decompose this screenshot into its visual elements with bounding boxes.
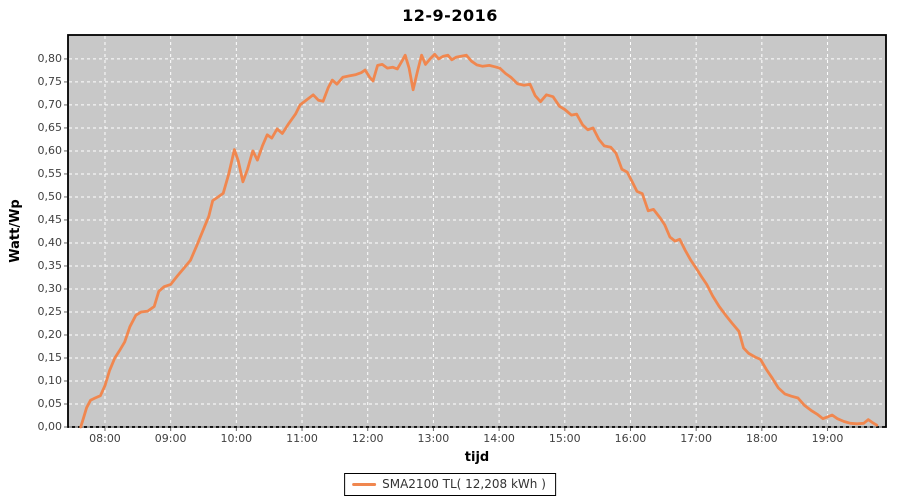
y-tick-label: 0,05 [37, 396, 63, 410]
x-tick-label: 09:00 [154, 432, 187, 445]
chart-title: 12-9-2016 [402, 6, 498, 25]
x-tick-label: 18:00 [745, 432, 778, 445]
y-tick-label: 0,50 [37, 189, 63, 203]
x-tick-label: 19:00 [811, 432, 844, 445]
y-tick-label: 0,25 [37, 304, 63, 318]
x-tick-label: 12:00 [351, 432, 384, 445]
x-tick-label: 13:00 [417, 432, 450, 445]
x-tick-label: 17:00 [680, 432, 712, 445]
y-tick-label: 0,60 [37, 143, 63, 157]
y-tick-label: 0,30 [37, 281, 63, 295]
y-tick-label: 0,20 [37, 327, 63, 341]
y-tick-label: 0,65 [37, 120, 63, 134]
x-tick-label: 08:00 [89, 432, 121, 445]
y-axis-label: Watt/Wp [8, 199, 23, 263]
y-tick-label: 0,55 [37, 166, 63, 180]
x-tick-label: 16:00 [614, 432, 647, 445]
y-tick-label: 0,00 [37, 420, 63, 433]
y-tick-label: 0,15 [37, 350, 63, 364]
y-tick-label: 0,10 [37, 373, 63, 387]
y-tick-label: 0,80 [37, 51, 63, 65]
legend-series-label: SMA2100 TL( 12,208 kWh ) [382, 477, 546, 491]
legend-line-swatch-icon [352, 482, 377, 486]
x-axis-label: tijd [464, 450, 490, 465]
y-tick-label: 0,70 [37, 97, 63, 111]
legend: SMA2100 TL( 12,208 kWh ) [344, 473, 556, 496]
x-tick-label: 15:00 [548, 432, 581, 445]
y-tick-label: 0,40 [37, 235, 63, 249]
y-tick-label: 0,35 [37, 258, 63, 272]
y-tick-label: 0,75 [37, 74, 63, 88]
y-tick-label: 0,45 [37, 212, 63, 226]
x-tick-label: 10:00 [220, 432, 253, 445]
x-tick-label: 11:00 [286, 432, 318, 445]
x-tick-label: 14:00 [483, 432, 515, 445]
